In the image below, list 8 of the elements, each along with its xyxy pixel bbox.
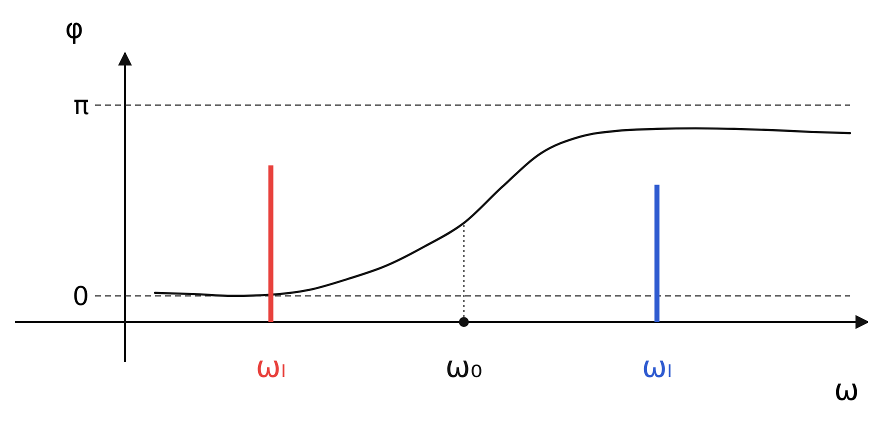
x-tick-label: ω₀	[445, 350, 482, 385]
y-axis-title: φ	[65, 12, 84, 45]
x-tick-label: ωₗ	[256, 350, 286, 385]
x-tick-label: ωₗ	[642, 350, 672, 385]
line-series	[154, 127, 852, 297]
x-axis-title: ω	[834, 373, 860, 408]
y-tick-label: π	[73, 91, 89, 122]
y-tick-label: 0	[72, 282, 89, 312]
